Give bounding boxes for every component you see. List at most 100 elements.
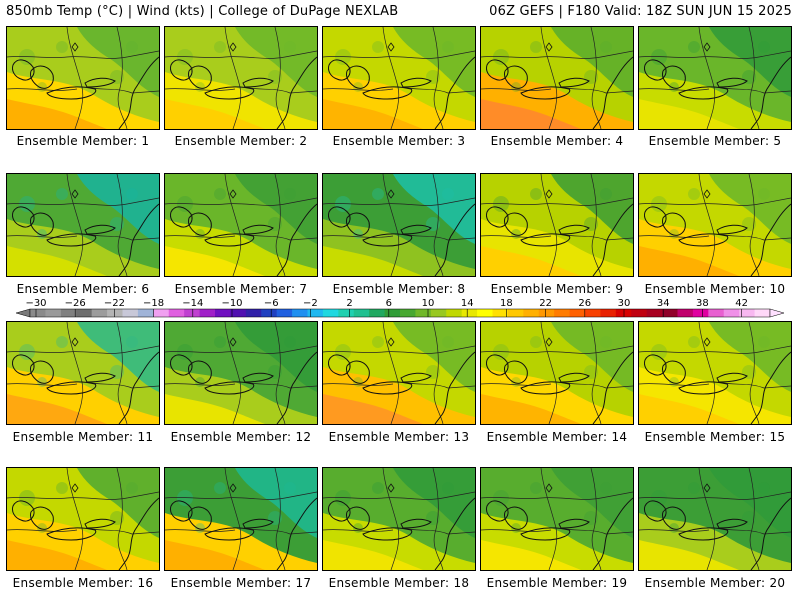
ensemble-map-13 xyxy=(322,321,476,425)
colorbar-tick-label: −30 xyxy=(25,298,46,309)
colorbar-swatch xyxy=(400,309,416,317)
ensemble-map-16 xyxy=(6,467,160,571)
colorbar-tick-label: −2 xyxy=(303,298,318,309)
colorbar-swatch xyxy=(708,309,725,317)
ensemble-member-caption: Ensemble Member: 5 xyxy=(648,134,782,148)
colorbar-swatch xyxy=(276,309,293,317)
colorbar-tick-label: 10 xyxy=(422,298,435,309)
colorbar-tick-label: 42 xyxy=(735,298,748,309)
ensemble-member-caption: Ensemble Member: 14 xyxy=(486,430,628,444)
colorbar-swatch xyxy=(369,309,386,317)
colorbar-swatch xyxy=(646,309,663,317)
ensemble-member-caption: Ensemble Member: 4 xyxy=(490,134,624,148)
colorbar-swatch xyxy=(215,309,231,317)
temperature-colorbar: −30 −26 −22 −18 −14 −10 −6 −2 2 6 10 14 18 22 26 30 34 38… xyxy=(15,298,785,318)
ensemble-map-18 xyxy=(322,467,476,571)
model-run-info: 06Z GEFS | F180 Valid: 18Z SUN JUN 15 20… xyxy=(489,4,792,19)
colorbar-swatch xyxy=(184,309,201,317)
ensemble-member-caption: Ensemble Member: 16 xyxy=(12,576,154,590)
colorbar-swatch xyxy=(600,309,617,317)
colorbar-swatch xyxy=(60,309,77,317)
ensemble-member-caption: Ensemble Member: 17 xyxy=(170,576,312,590)
colorbar-tick-label: −6 xyxy=(264,298,279,309)
colorbar-tick-label: 34 xyxy=(657,298,670,309)
colorbar-tick-label: 22 xyxy=(539,298,552,309)
colorbar-swatch xyxy=(461,309,478,317)
colorbar-swatch xyxy=(230,309,247,317)
colorbar-swatch xyxy=(723,309,740,317)
ensemble-map-1 xyxy=(6,26,160,130)
ensemble-map-19 xyxy=(480,467,634,571)
ensemble-member-caption: Ensemble Member: 13 xyxy=(328,430,470,444)
colorbar-swatch xyxy=(245,309,262,317)
colorbar-tick-label: 30 xyxy=(618,298,631,309)
colorbar-tick-label: 2 xyxy=(346,298,352,309)
map-title: 850mb Temp (°C) | Wind (kts) | College o… xyxy=(6,4,399,19)
colorbar-tick-label: 26 xyxy=(578,298,591,309)
ensemble-map-14 xyxy=(480,321,634,425)
ensemble-member-caption: Ensemble Member: 18 xyxy=(328,576,470,590)
ensemble-member-caption: Ensemble Member: 19 xyxy=(486,576,628,590)
colorbar-swatch xyxy=(430,309,447,317)
colorbar-swatch xyxy=(692,309,709,317)
colorbar-swatch xyxy=(153,309,170,317)
ensemble-map-11 xyxy=(6,321,160,425)
ensemble-map-5 xyxy=(638,26,792,130)
colorbar-swatch xyxy=(322,309,339,317)
colorbar-tick-label: 14 xyxy=(461,298,474,309)
colorbar-swatch xyxy=(30,309,46,317)
ensemble-map-4 xyxy=(480,26,634,130)
colorbar-swatch xyxy=(199,309,216,317)
colorbar-swatch xyxy=(45,309,62,317)
ensemble-member-caption: Ensemble Member: 8 xyxy=(332,282,466,296)
colorbar-tick-label: 18 xyxy=(500,298,513,309)
ensemble-member-caption: Ensemble Member: 20 xyxy=(644,576,786,590)
ensemble-map-8 xyxy=(322,173,476,277)
colorbar-left-arrow xyxy=(15,308,31,318)
ensemble-member-caption: Ensemble Member: 7 xyxy=(174,282,308,296)
colorbar-swatch xyxy=(523,309,540,317)
colorbar-swatch xyxy=(338,309,355,317)
colorbar-swatch xyxy=(477,309,493,317)
colorbar-tick-label: 38 xyxy=(696,298,709,309)
ensemble-map-3 xyxy=(322,26,476,130)
colorbar-swatch xyxy=(91,309,108,317)
colorbar-swatch xyxy=(662,309,678,317)
colorbar-swatch xyxy=(122,309,139,317)
colorbar-swatch xyxy=(492,309,509,317)
colorbar-swatch xyxy=(292,309,308,317)
colorbar-swatch xyxy=(507,309,524,317)
ensemble-member-caption: Ensemble Member: 10 xyxy=(644,282,786,296)
colorbar-swatch xyxy=(168,309,185,317)
colorbar-swatch xyxy=(137,309,154,317)
colorbar-right-arrow xyxy=(769,308,785,318)
colorbar-swatch xyxy=(569,309,586,317)
ensemble-map-20 xyxy=(638,467,792,571)
colorbar-swatch xyxy=(754,309,771,317)
ensemble-member-caption: Ensemble Member: 11 xyxy=(12,430,154,444)
ensemble-member-caption: Ensemble Member: 9 xyxy=(490,282,624,296)
colorbar-swatch xyxy=(446,309,463,317)
ensemble-member-caption: Ensemble Member: 1 xyxy=(16,134,150,148)
colorbar-swatch xyxy=(353,309,370,317)
colorbar-tick-label: 6 xyxy=(386,298,392,309)
colorbar-swatch xyxy=(307,309,324,317)
colorbar-tick-label: −26 xyxy=(65,298,86,309)
colorbar-swatch xyxy=(384,309,401,317)
ensemble-map-12 xyxy=(164,321,318,425)
ensemble-member-caption: Ensemble Member: 12 xyxy=(170,430,312,444)
ensemble-map-7 xyxy=(164,173,318,277)
colorbar-swatch xyxy=(739,309,756,317)
colorbar-swatch xyxy=(554,309,571,317)
ensemble-map-15 xyxy=(638,321,792,425)
ensemble-map-17 xyxy=(164,467,318,571)
colorbar-tick-label: −18 xyxy=(143,298,164,309)
colorbar-tick-label: −10 xyxy=(221,298,242,309)
ensemble-map-2 xyxy=(164,26,318,130)
colorbar-swatch xyxy=(76,309,93,317)
ensemble-member-caption: Ensemble Member: 2 xyxy=(174,134,308,148)
ensemble-member-caption: Ensemble Member: 3 xyxy=(332,134,466,148)
colorbar-tick-label: −14 xyxy=(182,298,203,309)
ensemble-member-caption: Ensemble Member: 15 xyxy=(644,430,786,444)
colorbar-swatch xyxy=(631,309,648,317)
